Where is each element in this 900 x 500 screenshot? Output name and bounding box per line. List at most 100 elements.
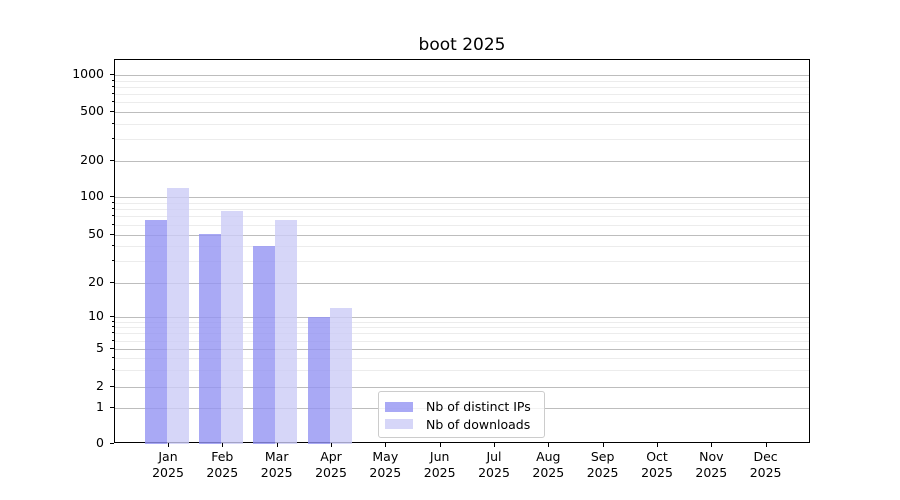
y-tick-label: 2	[96, 377, 104, 393]
y-minor-tick-mark	[111, 326, 114, 328]
y-minor-tick-mark	[111, 223, 114, 225]
x-tick-mark	[385, 443, 387, 447]
bar-downloads	[220, 210, 243, 444]
x-tick-mark	[711, 443, 713, 447]
legend-swatch	[385, 401, 413, 412]
major-gridline	[115, 316, 809, 318]
x-tick-label: Oct 2025	[641, 449, 673, 480]
x-tick-label: Aug 2025	[532, 449, 565, 480]
x-tick-label: Dec 2025	[749, 449, 782, 480]
y-tick-mark	[110, 385, 114, 387]
minor-gridline	[115, 216, 809, 218]
major-gridline	[115, 386, 809, 388]
y-minor-tick-mark	[111, 357, 114, 359]
minor-gridline	[115, 80, 809, 82]
y-tick-label: 50	[88, 225, 104, 241]
y-tick-label: 1000	[72, 66, 104, 81]
minor-gridline	[115, 340, 809, 342]
x-tick-mark	[657, 443, 658, 447]
legend-swatch	[385, 419, 413, 430]
y-tick-mark	[110, 407, 114, 408]
y-minor-tick-mark	[111, 369, 114, 371]
y-minor-tick-mark	[111, 138, 114, 140]
y-tick-label: 5	[96, 340, 104, 356]
minor-gridline	[115, 261, 809, 263]
legend: Nb of distinct IPs Nb of downloads	[378, 391, 545, 438]
y-minor-tick-mark	[111, 320, 114, 322]
x-tick-label: May 2025	[369, 449, 402, 480]
minor-gridline	[115, 246, 809, 248]
minor-gridline	[115, 209, 809, 211]
y-minor-tick-mark	[111, 201, 114, 203]
x-tick-label: Nov 2025	[695, 449, 728, 480]
minor-gridline	[115, 139, 809, 141]
chart-title: boot 2025	[418, 35, 506, 55]
y-tick-mark	[110, 281, 114, 283]
legend-item: Nb of downloads	[385, 416, 536, 434]
major-gridline	[115, 75, 809, 76]
bar-distinct-ips	[253, 246, 276, 444]
y-minor-tick-mark	[111, 339, 114, 341]
y-minor-tick-mark	[111, 92, 114, 94]
minor-gridline	[115, 123, 809, 125]
y-minor-tick-mark	[111, 101, 114, 102]
y-tick-mark	[110, 74, 114, 75]
minor-gridline	[115, 327, 809, 329]
major-gridline	[115, 161, 809, 163]
y-tick-mark	[110, 196, 114, 198]
x-tick-mark	[439, 443, 441, 447]
x-tick-label: Sep 2025	[586, 449, 619, 480]
y-minor-tick-mark	[111, 208, 114, 210]
y-tick-mark	[110, 348, 114, 350]
y-minor-tick-mark	[111, 332, 114, 334]
minor-gridline	[115, 370, 809, 372]
x-tick-mark	[276, 443, 278, 447]
y-minor-tick-mark	[111, 79, 114, 81]
major-gridline	[115, 234, 809, 236]
bar-distinct-ips	[307, 316, 330, 444]
y-tick-mark	[110, 443, 114, 444]
major-gridline	[115, 111, 809, 113]
y-minor-tick-mark	[111, 215, 114, 217]
minor-gridline	[115, 224, 809, 226]
x-tick-mark	[168, 443, 169, 447]
legend-label: Nb of distinct IPs	[426, 399, 531, 415]
y-tick-mark	[110, 110, 114, 112]
y-tick-mark	[110, 233, 114, 235]
y-minor-tick-mark	[111, 85, 114, 87]
y-tick-label: 100	[80, 188, 104, 204]
x-tick-mark	[331, 443, 332, 447]
x-tick-mark	[548, 443, 550, 447]
minor-gridline	[115, 333, 809, 335]
y-tick-mark	[110, 315, 114, 317]
x-tick-label: Feb 2025	[206, 449, 239, 480]
x-tick-mark	[494, 443, 495, 447]
y-tick-mark	[110, 160, 114, 162]
x-tick-mark	[602, 443, 604, 447]
minor-gridline	[115, 86, 809, 88]
major-gridline	[115, 349, 809, 351]
bar-downloads	[166, 187, 189, 444]
x-tick-label: Jun 2025	[423, 449, 456, 480]
legend-item: Nb of distinct IPs	[385, 398, 536, 416]
x-tick-label: Apr 2025	[315, 449, 347, 480]
bar-downloads	[329, 307, 352, 444]
x-tick-mark	[222, 443, 224, 447]
y-tick-label: 0	[96, 435, 104, 450]
y-minor-tick-mark	[111, 122, 114, 124]
y-tick-label: 1	[96, 399, 104, 414]
minor-gridline	[115, 202, 809, 204]
x-tick-label: Jul 2025	[478, 449, 510, 480]
minor-gridline	[115, 321, 809, 323]
y-tick-label: 500	[80, 102, 104, 118]
y-minor-tick-mark	[111, 260, 114, 262]
minor-gridline	[115, 102, 809, 103]
y-minor-tick-mark	[111, 245, 114, 247]
y-tick-label: 20	[88, 273, 104, 289]
minor-gridline	[115, 358, 809, 360]
x-tick-label: Mar 2025	[260, 449, 293, 480]
x-tick-mark	[765, 443, 767, 447]
major-gridline	[115, 282, 809, 284]
x-tick-label: Jan 2025	[152, 449, 184, 480]
